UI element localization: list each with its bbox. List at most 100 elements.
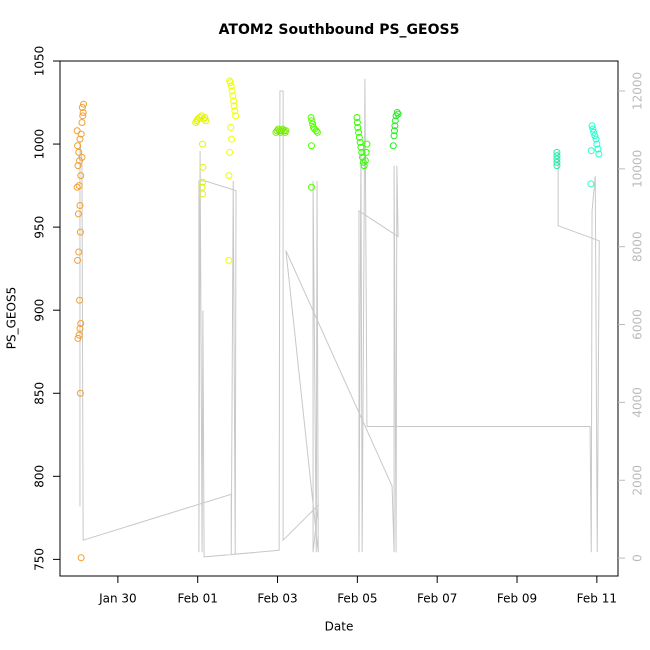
- point: [77, 319, 85, 327]
- y-tick-label: 900: [33, 299, 47, 322]
- point: [593, 140, 601, 148]
- chart-title: ATOM2 Southbound PS_GEOS5: [219, 22, 460, 38]
- point: [74, 142, 82, 150]
- point: [361, 157, 369, 165]
- point: [389, 142, 397, 150]
- point: [198, 178, 206, 186]
- point: [590, 128, 598, 136]
- point: [74, 256, 82, 264]
- point: [198, 140, 206, 148]
- point: [588, 122, 596, 130]
- point: [392, 112, 400, 120]
- point: [280, 127, 288, 135]
- point: [76, 202, 84, 210]
- point: [391, 117, 399, 125]
- point: [354, 123, 362, 131]
- point: [553, 148, 561, 156]
- point: [553, 158, 561, 166]
- point: [229, 92, 237, 100]
- point: [76, 324, 84, 332]
- point: [230, 102, 238, 110]
- point: [356, 138, 364, 146]
- point: [80, 100, 88, 108]
- point: [307, 113, 315, 121]
- point: [75, 331, 83, 339]
- point: [360, 162, 368, 170]
- point: [589, 125, 597, 133]
- y2-tick-label: 4000: [631, 387, 645, 418]
- point: [76, 228, 84, 236]
- point: [309, 123, 317, 131]
- x-tick-label: Feb 11: [577, 592, 617, 606]
- point: [74, 334, 82, 342]
- point: [390, 132, 398, 140]
- point: [355, 133, 363, 141]
- point: [553, 152, 561, 160]
- point: [78, 118, 86, 126]
- x-axis-label: Date: [325, 620, 354, 634]
- point: [225, 172, 233, 180]
- point: [74, 210, 82, 218]
- point: [309, 120, 317, 128]
- point: [362, 148, 370, 156]
- y-tick-label: 850: [33, 382, 47, 405]
- point: [198, 183, 206, 191]
- point: [363, 140, 371, 148]
- point: [225, 256, 233, 264]
- point: [553, 155, 561, 163]
- point: [76, 389, 84, 397]
- point: [307, 183, 315, 191]
- y-tick-label: 800: [33, 465, 47, 488]
- y-tick-label: 1000: [33, 129, 47, 160]
- point: [394, 110, 402, 118]
- point: [198, 190, 206, 198]
- point: [76, 296, 84, 304]
- point: [76, 135, 84, 143]
- point: [74, 162, 82, 170]
- point: [230, 97, 238, 105]
- y2-tick-label: 2000: [631, 465, 645, 496]
- y-tick-label: 950: [33, 216, 47, 239]
- point: [77, 554, 85, 562]
- x-tick-label: Jan 30: [98, 592, 137, 606]
- y2-tick-label: 10000: [631, 150, 645, 188]
- point: [592, 135, 600, 143]
- point: [73, 127, 81, 135]
- point: [282, 127, 290, 135]
- point: [232, 112, 240, 120]
- point: [200, 115, 208, 123]
- point: [228, 135, 236, 143]
- point: [390, 127, 398, 135]
- point: [278, 127, 286, 135]
- point: [353, 118, 361, 126]
- point: [79, 112, 87, 120]
- point: [357, 143, 365, 151]
- y2-tick-label: 12000: [631, 72, 645, 110]
- y2-tick-label: 0: [631, 554, 645, 562]
- point: [355, 128, 363, 136]
- x-tick-label: Feb 05: [337, 592, 377, 606]
- y-tick-label: 1050: [33, 46, 47, 77]
- point: [553, 162, 561, 170]
- point: [77, 172, 85, 180]
- point: [78, 104, 86, 112]
- altitude-line: [79, 78, 600, 558]
- point: [75, 248, 83, 256]
- point: [75, 182, 83, 190]
- point: [201, 113, 209, 121]
- point: [307, 142, 315, 150]
- point: [587, 180, 595, 188]
- point: [73, 183, 81, 191]
- point: [227, 82, 235, 90]
- plot-box: [59, 60, 619, 577]
- point: [227, 123, 235, 131]
- point: [79, 109, 87, 116]
- y-tick-label: 750: [33, 548, 47, 571]
- point: [202, 117, 210, 125]
- point: [196, 113, 204, 121]
- point: [231, 107, 239, 115]
- y2-tick-label: 8000: [631, 231, 645, 262]
- x-tick-label: Feb 07: [417, 592, 457, 606]
